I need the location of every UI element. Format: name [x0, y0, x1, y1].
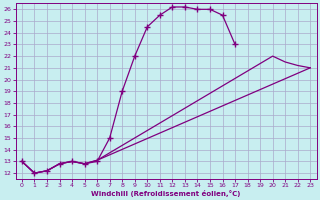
X-axis label: Windchill (Refroidissement éolien,°C): Windchill (Refroidissement éolien,°C) — [92, 190, 241, 197]
